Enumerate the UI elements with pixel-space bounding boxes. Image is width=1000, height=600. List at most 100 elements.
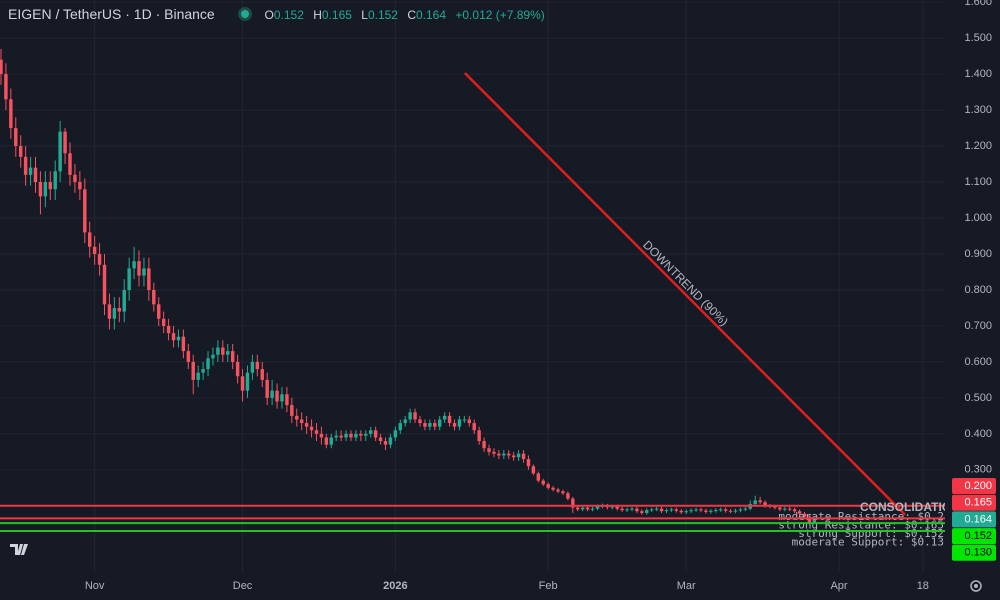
candle-body [398,423,403,431]
candle-body [339,435,343,438]
price-badge-label: 0.130 [964,547,992,559]
status-dot [240,10,249,18]
candle-body [704,510,708,512]
tv-logo[interactable] [10,544,28,555]
level-label: strong Resistance: $0.165 [778,519,944,532]
candle-body [423,423,427,427]
candle-body [516,453,521,458]
candle-body [132,261,136,269]
candle-body [245,372,250,391]
candle-body [802,513,807,517]
y-tick-label: 1.500 [964,32,992,44]
ohlc-value: 0.152 [367,8,398,22]
candle-body [413,412,417,420]
candle-body [507,453,511,456]
y-tick-label: 1.100 [964,176,992,188]
candle-body [595,506,600,509]
candle-body [28,167,33,175]
candle-body [137,261,141,276]
candle-body [43,182,48,197]
price-badge-box [952,528,996,545]
y-tick-label: 0.800 [964,284,992,296]
candle-body [23,156,28,175]
candle-body [354,433,358,438]
candle-body [526,459,531,467]
x-tick-label: Mar [677,580,696,592]
settings-icon[interactable] [970,580,982,592]
axes: 0.300 0.400 0.500 0.600 0.700 0.800 0.900 1.000… [85,0,996,592]
candle-body [689,510,693,512]
candle-body [576,507,580,510]
y-tick-label: 1.600 [964,0,992,8]
candle-body [630,508,634,510]
candle-body [142,268,146,276]
candle-body [428,423,432,427]
candle-body [502,453,506,456]
price-badge: 0.164 [952,511,996,528]
y-tick-label: 0.500 [964,392,992,404]
candle-body [48,182,53,190]
y-tick-label: 1.200 [964,140,992,152]
candle-body [753,500,757,505]
candle-body [373,430,378,438]
candle-body [255,361,260,370]
y-tick-label: 0.700 [964,320,992,332]
candle-body [807,516,812,524]
candle-body [14,128,18,147]
candle-body [235,361,240,377]
candle-body [561,491,565,494]
price-badge-box [952,511,996,528]
candle-body [38,182,43,197]
candle-body [792,509,797,512]
candle-body [472,423,476,431]
candle-body [462,419,467,421]
symbol-title[interactable]: EIGEN / TetherUS · 1D · Binance [8,6,215,22]
candle-body [709,510,713,512]
candle-body [403,419,407,424]
candle-body [304,423,309,427]
candle-body [433,423,437,427]
candle-body [216,347,220,355]
candle-body [9,99,13,129]
candle-body [201,369,205,373]
candle-body [68,153,72,175]
candle-body [536,473,541,481]
candle-body [147,268,151,290]
candle-body [787,508,792,510]
candle-body [383,441,388,445]
x-tick-label: Apr [830,580,847,592]
candle-body [615,506,619,509]
candle-body [349,433,353,438]
annotation: CONSOLIDATION [860,500,960,514]
candle-body [437,419,442,427]
y-tick-label: 1.300 [964,104,992,116]
candle-body [63,131,67,154]
candle-body [418,419,422,424]
candle-body [265,379,269,398]
candle-body [659,508,664,512]
candle-body [556,489,560,492]
price-badge-label: 0.200 [964,480,992,492]
x-tick-label: Dec [233,580,253,592]
candle-body [280,394,284,402]
price-badge: 0.152 [952,528,996,545]
candle-body [778,507,782,510]
candle-body [541,480,545,485]
candle-body [388,437,393,445]
x-tick-label: Feb [539,580,558,592]
candle-body [743,508,748,510]
candle-body [645,510,649,514]
price-badge-label: 0.165 [964,497,992,509]
candle-body [359,433,363,436]
price-badge-label: 0.164 [964,513,992,525]
candle-body [73,174,77,183]
candle-body [531,466,536,474]
grid [0,0,945,572]
candle-body [226,351,230,355]
candle-body [285,394,289,406]
candle-body [152,289,156,305]
candle-body [718,509,723,511]
candle-body [797,511,802,514]
